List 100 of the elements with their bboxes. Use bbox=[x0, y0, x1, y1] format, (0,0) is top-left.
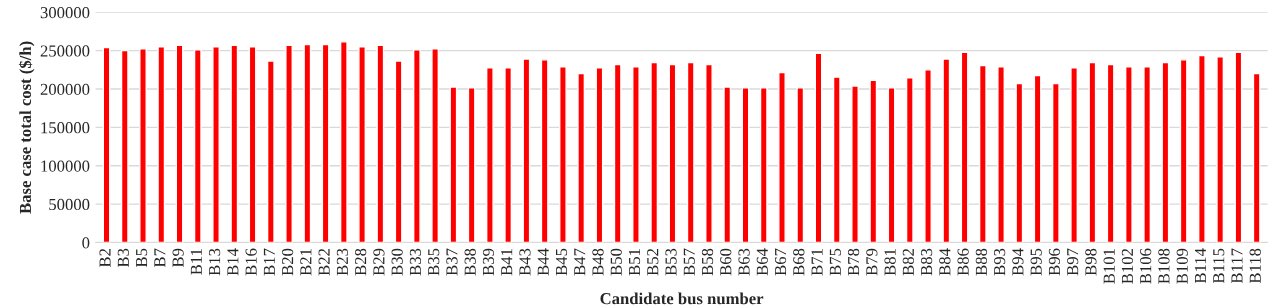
x-tick-label: B98 bbox=[1085, 248, 1097, 276]
bar bbox=[522, 58, 531, 243]
bar bbox=[175, 44, 184, 243]
x-tick-label: B83 bbox=[920, 248, 933, 276]
x-tick-label: B81 bbox=[884, 249, 896, 276]
bar bbox=[686, 61, 695, 243]
bar bbox=[412, 49, 421, 243]
bar bbox=[467, 87, 476, 243]
bar bbox=[1015, 82, 1024, 243]
bar bbox=[632, 66, 640, 243]
x-tick-label: B64 bbox=[756, 248, 768, 276]
x-tick-label: B114 bbox=[1194, 248, 1206, 284]
bar bbox=[814, 52, 823, 243]
x-tick-label: B11 bbox=[190, 249, 202, 275]
x-tick-label: B118 bbox=[1249, 248, 1261, 284]
x-tick-label: B115 bbox=[1213, 248, 1225, 284]
bar bbox=[120, 49, 129, 243]
bar bbox=[1051, 82, 1060, 243]
x-tick-label: B75 bbox=[829, 248, 841, 276]
y-axis-title: Base case total cost ($/h) bbox=[18, 41, 35, 214]
bar bbox=[595, 67, 604, 243]
bar bbox=[705, 63, 713, 243]
x-tick-label: B43 bbox=[519, 248, 531, 276]
x-tick-label: B95 bbox=[1030, 248, 1042, 276]
y-tick-label: 150000 bbox=[41, 122, 90, 134]
y-tick-label: 250000 bbox=[40, 45, 90, 57]
bar bbox=[1234, 51, 1243, 243]
x-tick-label: B44 bbox=[537, 248, 549, 276]
bar bbox=[1179, 59, 1188, 243]
bar bbox=[851, 85, 859, 243]
x-tick-label: B106 bbox=[1140, 248, 1152, 284]
x-tick-label: B23 bbox=[336, 248, 349, 276]
x-tick-label: B53 bbox=[665, 248, 677, 276]
x-tick-label: B5 bbox=[136, 248, 148, 268]
x-tick-label: B84 bbox=[939, 248, 951, 276]
bar bbox=[248, 46, 257, 243]
x-tick-label: B7 bbox=[154, 248, 166, 268]
bar bbox=[1143, 66, 1152, 243]
x-tick-label: B39 bbox=[482, 248, 495, 276]
x-tick-label: B71 bbox=[811, 249, 823, 276]
bar bbox=[266, 60, 275, 243]
x-tick-label: B86 bbox=[957, 248, 969, 276]
bar bbox=[285, 44, 293, 243]
x-tick-label: B45 bbox=[555, 248, 568, 276]
y-tick-label: 200000 bbox=[40, 83, 90, 95]
bar bbox=[577, 72, 586, 243]
x-tick-label: B35 bbox=[428, 248, 440, 276]
bar bbox=[887, 87, 896, 243]
bar bbox=[358, 46, 366, 243]
x-tick-label: B17 bbox=[263, 248, 275, 276]
x-tick-label: B58 bbox=[701, 248, 714, 276]
bar bbox=[778, 71, 786, 243]
x-tick-label: B33 bbox=[409, 248, 422, 276]
x-tick-label: B88 bbox=[975, 248, 987, 276]
x-tick-label: B21 bbox=[300, 249, 312, 276]
bar bbox=[960, 51, 969, 243]
bar bbox=[193, 49, 202, 243]
bar bbox=[449, 86, 458, 243]
bar bbox=[978, 64, 987, 243]
x-tick-label: B28 bbox=[355, 248, 367, 276]
bar bbox=[942, 58, 951, 243]
bar bbox=[339, 41, 348, 243]
x-tick-label: B101 bbox=[1103, 249, 1115, 284]
x-tick-label: B67 bbox=[774, 248, 787, 276]
bar bbox=[613, 63, 622, 243]
x-tick-label: B96 bbox=[1048, 248, 1061, 276]
x-tick-label: B109 bbox=[1176, 248, 1188, 284]
x-tick-label: B41 bbox=[501, 249, 513, 276]
x-tick-label: B22 bbox=[318, 249, 330, 276]
bar bbox=[540, 59, 549, 243]
x-tick-label: B37 bbox=[446, 248, 458, 276]
bar bbox=[1161, 61, 1170, 243]
bar bbox=[796, 87, 805, 243]
y-tick-label: 0 bbox=[82, 237, 90, 249]
bar bbox=[1198, 54, 1206, 243]
x-tick-label: B117 bbox=[1231, 248, 1243, 284]
bar bbox=[157, 46, 166, 243]
bar bbox=[394, 60, 403, 243]
x-tick-label: B108 bbox=[1158, 248, 1170, 284]
bar bbox=[650, 61, 659, 243]
bar bbox=[1252, 72, 1261, 243]
bar bbox=[504, 67, 513, 243]
bar bbox=[230, 44, 239, 243]
x-tick-label: B16 bbox=[245, 248, 257, 276]
x-tick-label: B20 bbox=[282, 248, 294, 276]
x-tick-label: B79 bbox=[866, 248, 878, 276]
y-tick-label: 300000 bbox=[40, 6, 90, 19]
x-tick-label: B13 bbox=[209, 248, 221, 276]
bar bbox=[376, 44, 385, 243]
y-tick-label: 50000 bbox=[49, 198, 90, 211]
x-tick-label: B51 bbox=[628, 249, 641, 276]
x-tick-label: B82 bbox=[902, 249, 914, 276]
bar bbox=[905, 77, 914, 243]
bar bbox=[1106, 63, 1115, 243]
bar bbox=[668, 63, 677, 243]
x-tick-label: B2 bbox=[99, 249, 111, 268]
bar bbox=[139, 48, 147, 243]
bar bbox=[759, 87, 768, 243]
x-tick-label: B97 bbox=[1067, 248, 1079, 276]
x-tick-label: B48 bbox=[592, 248, 604, 276]
